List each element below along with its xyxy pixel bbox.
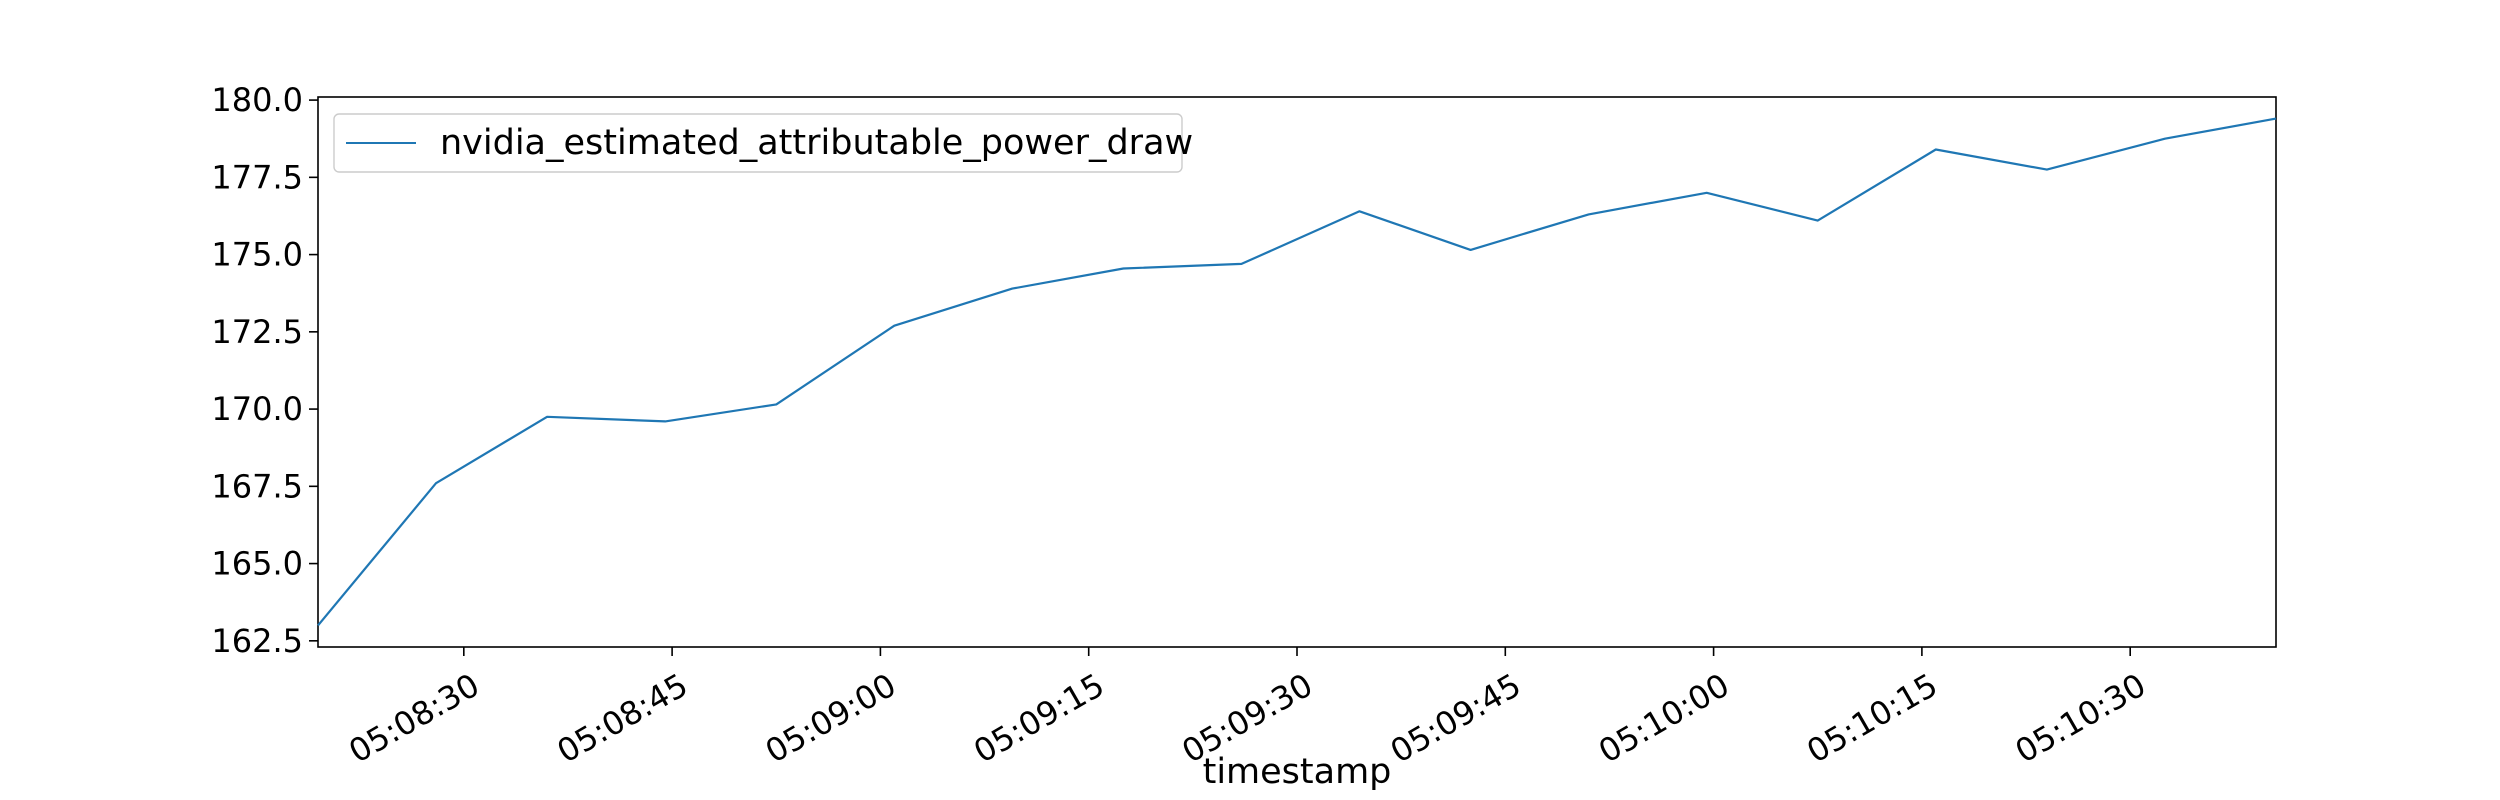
plot-area <box>317 96 2277 648</box>
series-layer <box>317 117 2277 627</box>
x-tick-label: 05:10:15 <box>1800 666 1943 771</box>
y-tick-label: 177.5 <box>211 158 303 196</box>
y-axis: 162.5 165.0 167.5 170.0 172.5 175.0 177.5 180.0 <box>211 81 318 660</box>
y-tick-label: 170.0 <box>211 390 303 428</box>
x-tick-label: 05:09:45 <box>1384 666 1527 771</box>
y-tick-label: 180.0 <box>211 81 303 119</box>
x-axis-label: timestamp <box>1203 752 1392 792</box>
legend-box <box>333 113 1183 173</box>
x-tick-label: 05:09:15 <box>967 666 1110 771</box>
x-tick-label: 05:10:00 <box>1592 666 1735 771</box>
x-tick-label: 05:08:30 <box>342 666 485 771</box>
x-tick-label: 05:09:00 <box>759 666 902 771</box>
y-tick-label: 175.0 <box>211 236 303 274</box>
legend-entry: nvidia_estimated_attributable_power_draw <box>440 123 1193 163</box>
y-tick-label: 172.5 <box>211 313 303 351</box>
y-tick-label: 165.0 <box>211 545 303 583</box>
x-tick-label: 05:08:45 <box>551 666 694 771</box>
y-tick-label: 167.5 <box>211 467 303 505</box>
series-line <box>317 117 2277 627</box>
y-tick-label: 162.5 <box>211 622 303 660</box>
legend: nvidia_estimated_attributable_power_draw <box>333 113 1193 173</box>
x-tick-label: 05:10:30 <box>2009 666 2152 771</box>
